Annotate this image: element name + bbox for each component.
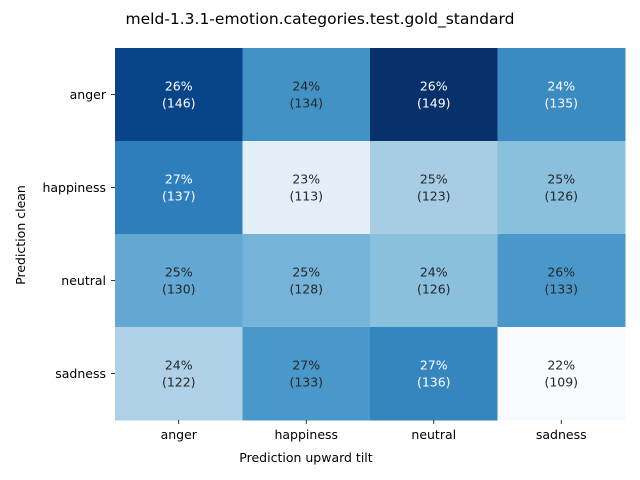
cell-percent-label-3-2: 27% [420, 358, 448, 373]
heatmap-cell-1-1 [242, 141, 371, 235]
cell-count-label-2-3: (133) [544, 282, 578, 297]
heatmap-cell-1-0 [115, 141, 243, 235]
cell-count-label-2-2: (126) [417, 282, 451, 297]
heatmap-cell-2-3 [497, 234, 626, 328]
heatmap-cells: 26% (146) 24% (134) 26% (149) 24% (135) 27% (137)… [115, 48, 626, 421]
cell-percent-label-3-3: 22% [547, 358, 575, 373]
y-tick-label-3: sadness [55, 366, 106, 381]
x-tick-label-3: sadness [536, 427, 587, 442]
cell-percent-label-2-3: 26% [547, 265, 575, 280]
heatmap-cell-2-2 [370, 234, 498, 328]
y-tick-labels: anger happiness neutral sadness [42, 87, 115, 381]
heatmap-cell-0-3 [497, 48, 626, 142]
cell-percent-label-3-1: 27% [292, 358, 320, 373]
cell-count-label-1-1: (113) [289, 189, 323, 204]
cell-percent-label-1-1: 23% [292, 172, 320, 187]
cell-percent-label-2-2: 24% [420, 265, 448, 280]
cell-percent-label-3-0: 24% [165, 358, 193, 373]
cell-percent-label-0-3: 24% [547, 79, 575, 94]
heatmap-cell-2-1 [242, 234, 371, 328]
x-tick-labels: anger happiness neutral sadness [161, 420, 587, 442]
cell-percent-label-1-2: 25% [420, 172, 448, 187]
y-tick-label-0: anger [70, 87, 107, 102]
cell-count-label-2-1: (128) [289, 282, 323, 297]
heatmap-cell-3-1 [242, 327, 371, 421]
cell-percent-label-0-0: 26% [165, 79, 193, 94]
cell-percent-label-2-1: 25% [292, 265, 320, 280]
heatmap-cell-1-2 [370, 141, 498, 235]
cell-count-label-3-0: (122) [162, 375, 196, 390]
x-tick-label-1: happiness [274, 427, 338, 442]
x-tick-label-2: neutral [411, 427, 456, 442]
heatmap-cell-2-0 [115, 234, 243, 328]
heatmap-cell-3-3 [497, 327, 626, 421]
cell-count-label-0-2: (149) [417, 96, 451, 111]
heatmap-cell-0-2 [370, 48, 498, 142]
y-tick-label-1: happiness [42, 180, 106, 195]
heatmap-cell-3-0 [115, 327, 243, 421]
heatmap-cell-0-1 [242, 48, 371, 142]
x-axis-label: Prediction upward tilt [239, 450, 372, 465]
chart-title: meld-1.3.1-emotion.categories.test.gold_… [126, 10, 515, 29]
cell-count-label-0-0: (146) [162, 96, 196, 111]
cell-percent-label-1-3: 25% [547, 172, 575, 187]
x-tick-label-0: anger [161, 427, 198, 442]
cell-count-label-2-0: (130) [162, 282, 196, 297]
cell-count-label-1-3: (126) [544, 189, 578, 204]
heatmap-cell-0-0 [115, 48, 243, 142]
cell-percent-label-0-2: 26% [420, 79, 448, 94]
heatmap-cell-1-3 [497, 141, 626, 235]
cell-count-label-3-3: (109) [544, 375, 578, 390]
cell-count-label-1-2: (123) [417, 189, 451, 204]
cell-percent-label-0-1: 24% [292, 79, 320, 94]
cell-count-label-3-2: (136) [417, 375, 451, 390]
heatmap-cell-3-2 [370, 327, 498, 421]
cell-count-label-0-3: (135) [544, 96, 578, 111]
cell-count-label-0-1: (134) [289, 96, 323, 111]
cell-count-label-1-0: (137) [162, 189, 196, 204]
cell-percent-label-1-0: 27% [165, 172, 193, 187]
y-axis-label: Prediction clean [13, 185, 28, 285]
cell-percent-label-2-0: 25% [165, 265, 193, 280]
y-tick-label-2: neutral [61, 273, 106, 288]
cell-count-label-3-1: (133) [289, 375, 323, 390]
